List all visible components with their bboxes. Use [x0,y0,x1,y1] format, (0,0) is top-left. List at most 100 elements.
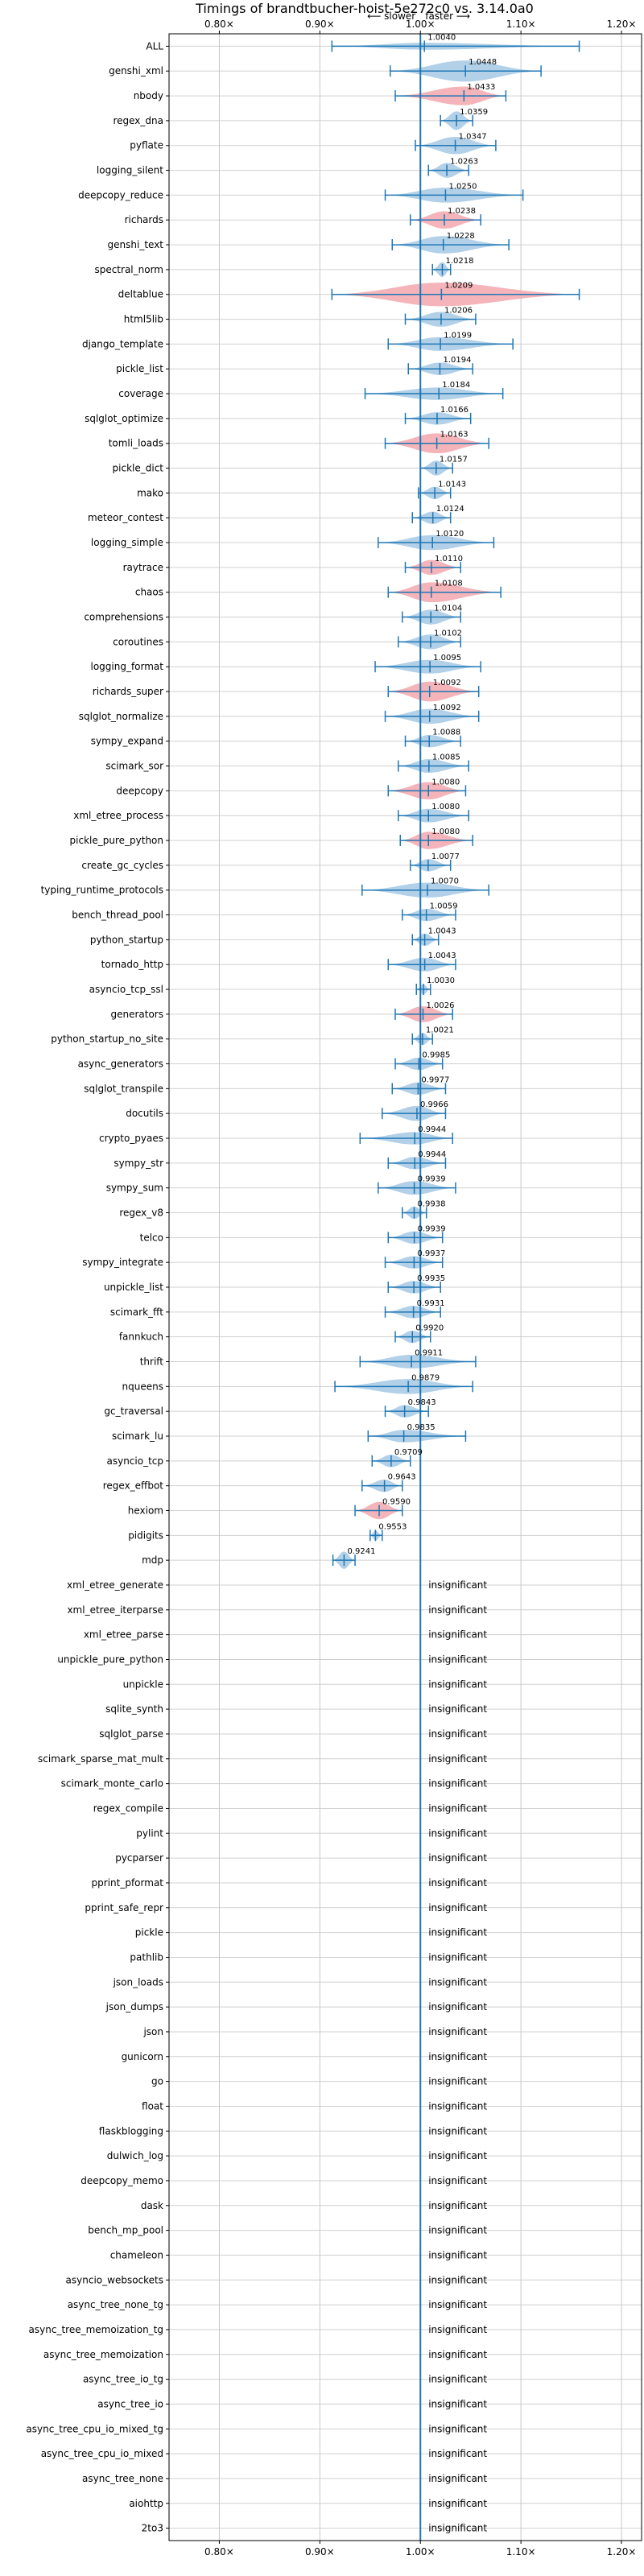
benchmark-name: asyncio_tcp_ssl [89,984,163,995]
insignificant-label: insignificant [428,2175,487,2186]
benchmark-name: sqlglot_optimize [85,413,163,424]
insignificant-label: insignificant [428,1852,487,1864]
value-label: 1.0088 [432,729,460,737]
value-label: 1.0206 [444,307,473,316]
benchmark-name: regex_compile [93,1802,163,1814]
value-label: 1.0143 [438,480,466,489]
benchmark-name: gc_traversal [104,1406,163,1417]
value-label: 1.0021 [426,1026,454,1035]
violins [331,34,580,2541]
benchmark-name: python_startup_no_site [51,1034,163,1045]
value-label: 0.9879 [411,1373,440,1382]
benchmark-name: xml_etree_generate [67,1579,163,1591]
benchmark-name: unpickle [123,1678,163,1690]
value-label: 1.0124 [436,505,464,514]
x-tick-label-top: 1.20× [607,19,637,30]
insignificant-label: insignificant [428,1678,487,1690]
benchmark-name: nbody [134,90,163,101]
benchmark-name: pickle_pure_python [70,835,163,846]
benchmark-name: spectral_norm [94,264,163,275]
benchmark-name: tomli_loads [109,438,163,449]
benchmark-name: deepcopy_memo [80,2175,163,2186]
x-tick-label-bottom: 0.80× [204,2546,234,2557]
insignificant-label: insignificant [428,2498,487,2509]
benchmark-name: pycparser [115,1852,163,1864]
benchmark-name: thrift [140,1356,164,1367]
benchmark-name: float [142,2100,163,2112]
x-tick-label-top: 0.80× [204,19,234,30]
benchmark-name: bench_mp_pool [88,2225,163,2236]
value-label: 1.0263 [450,158,478,167]
value-label: 0.9938 [417,1200,445,1209]
value-label: 1.0238 [448,207,476,216]
benchmark-name: chameleon [110,2249,163,2260]
benchmark-name: xml_etree_iterparse [67,1604,163,1616]
value-label: 1.0030 [427,976,455,985]
benchmark-name: scimark_monte_carlo [61,1778,163,1790]
insignificant-label: insignificant [428,2249,487,2260]
insignificant-label: insignificant [428,2001,487,2013]
benchmark-name: mako [137,487,163,498]
value-label: 1.0059 [430,902,458,911]
value-label: 0.9937 [417,1249,445,1258]
benchmark-name: logging_format [90,661,163,672]
x-tick-label-bottom: 1.10× [506,2546,536,2557]
insignificant-label: insignificant [428,2523,487,2534]
insignificant-label: insignificant [428,2423,487,2434]
value-label: 1.0347 [459,133,487,142]
benchmark-name: logging_simple [91,537,163,548]
value-label: 0.9931 [417,1299,445,1308]
value-label: 1.0043 [428,927,456,935]
value-label: 0.9911 [415,1348,443,1357]
benchmark-name: chaos [135,587,163,598]
benchmark-name: sqlglot_normalize [79,711,163,722]
benchmark-name: pyflate [130,140,163,151]
benchmark-name: scimark_sparse_mat_mult [38,1753,163,1765]
insignificant-label: insignificant [428,1802,487,1814]
value-label: 0.9985 [422,1051,450,1060]
benchmark-name: dask [141,2200,163,2211]
insignificant-label: insignificant [428,1902,487,1913]
benchmark-name: async_tree_cpu_io_mixed_tg [26,2423,163,2434]
insignificant-label: insignificant [428,2448,487,2459]
value-label: 1.0166 [440,406,469,415]
x-tick-label-top: 1.00× [406,19,436,30]
value-label: 1.0184 [442,381,470,390]
value-label: 1.0250 [448,182,477,191]
insignificant-label: insignificant [428,1827,487,1839]
benchmark-name: deltablue [118,289,163,300]
benchmark-name: json [142,2026,163,2037]
benchmark-name: pickle [135,1927,163,1938]
benchmark-name: regex_effbot [103,1480,164,1492]
benchmark-name: sympy_integrate [82,1257,163,1268]
value-label: 1.0085 [432,753,460,762]
benchmark-name: asyncio_tcp [106,1455,163,1467]
value-label: 0.9939 [418,1175,446,1184]
benchmark-name: deepcopy [116,785,163,796]
benchmark-name: json_dumps [105,2001,163,2013]
benchmark-name: async_tree_memoization_tg [29,2324,163,2335]
insignificant-label: insignificant [428,2274,487,2285]
benchmark-name: sqlglot_transpile [84,1083,163,1094]
value-label: 1.0070 [431,877,459,886]
benchmark-name: xml_etree_parse [84,1629,163,1641]
benchmark-name: hexiom [128,1505,163,1516]
value-label: 1.0228 [447,232,475,241]
insignificant-label: insignificant [428,2398,487,2409]
benchmark-name: sympy_sum [106,1183,163,1194]
x-tick-label-bottom: 1.00× [406,2546,436,2557]
benchmark-name: scimark_sor [105,761,163,772]
benchmark-name: bench_thread_pool [72,910,163,921]
insignificant-label: insignificant [428,1629,487,1641]
benchmark-name: raytrace [123,562,163,573]
benchmark-name: django_template [82,338,163,349]
slower-direction-label: ⟵ slower [367,10,415,22]
benchmark-name: python_startup [90,934,163,945]
value-label: 1.0157 [440,456,468,464]
value-label: 1.0433 [467,83,495,92]
value-label: 0.9553 [378,1522,407,1531]
benchmark-name: genshi_xml [109,65,163,76]
insignificant-label: insignificant [428,1728,487,1740]
value-label: 1.0043 [428,952,456,960]
